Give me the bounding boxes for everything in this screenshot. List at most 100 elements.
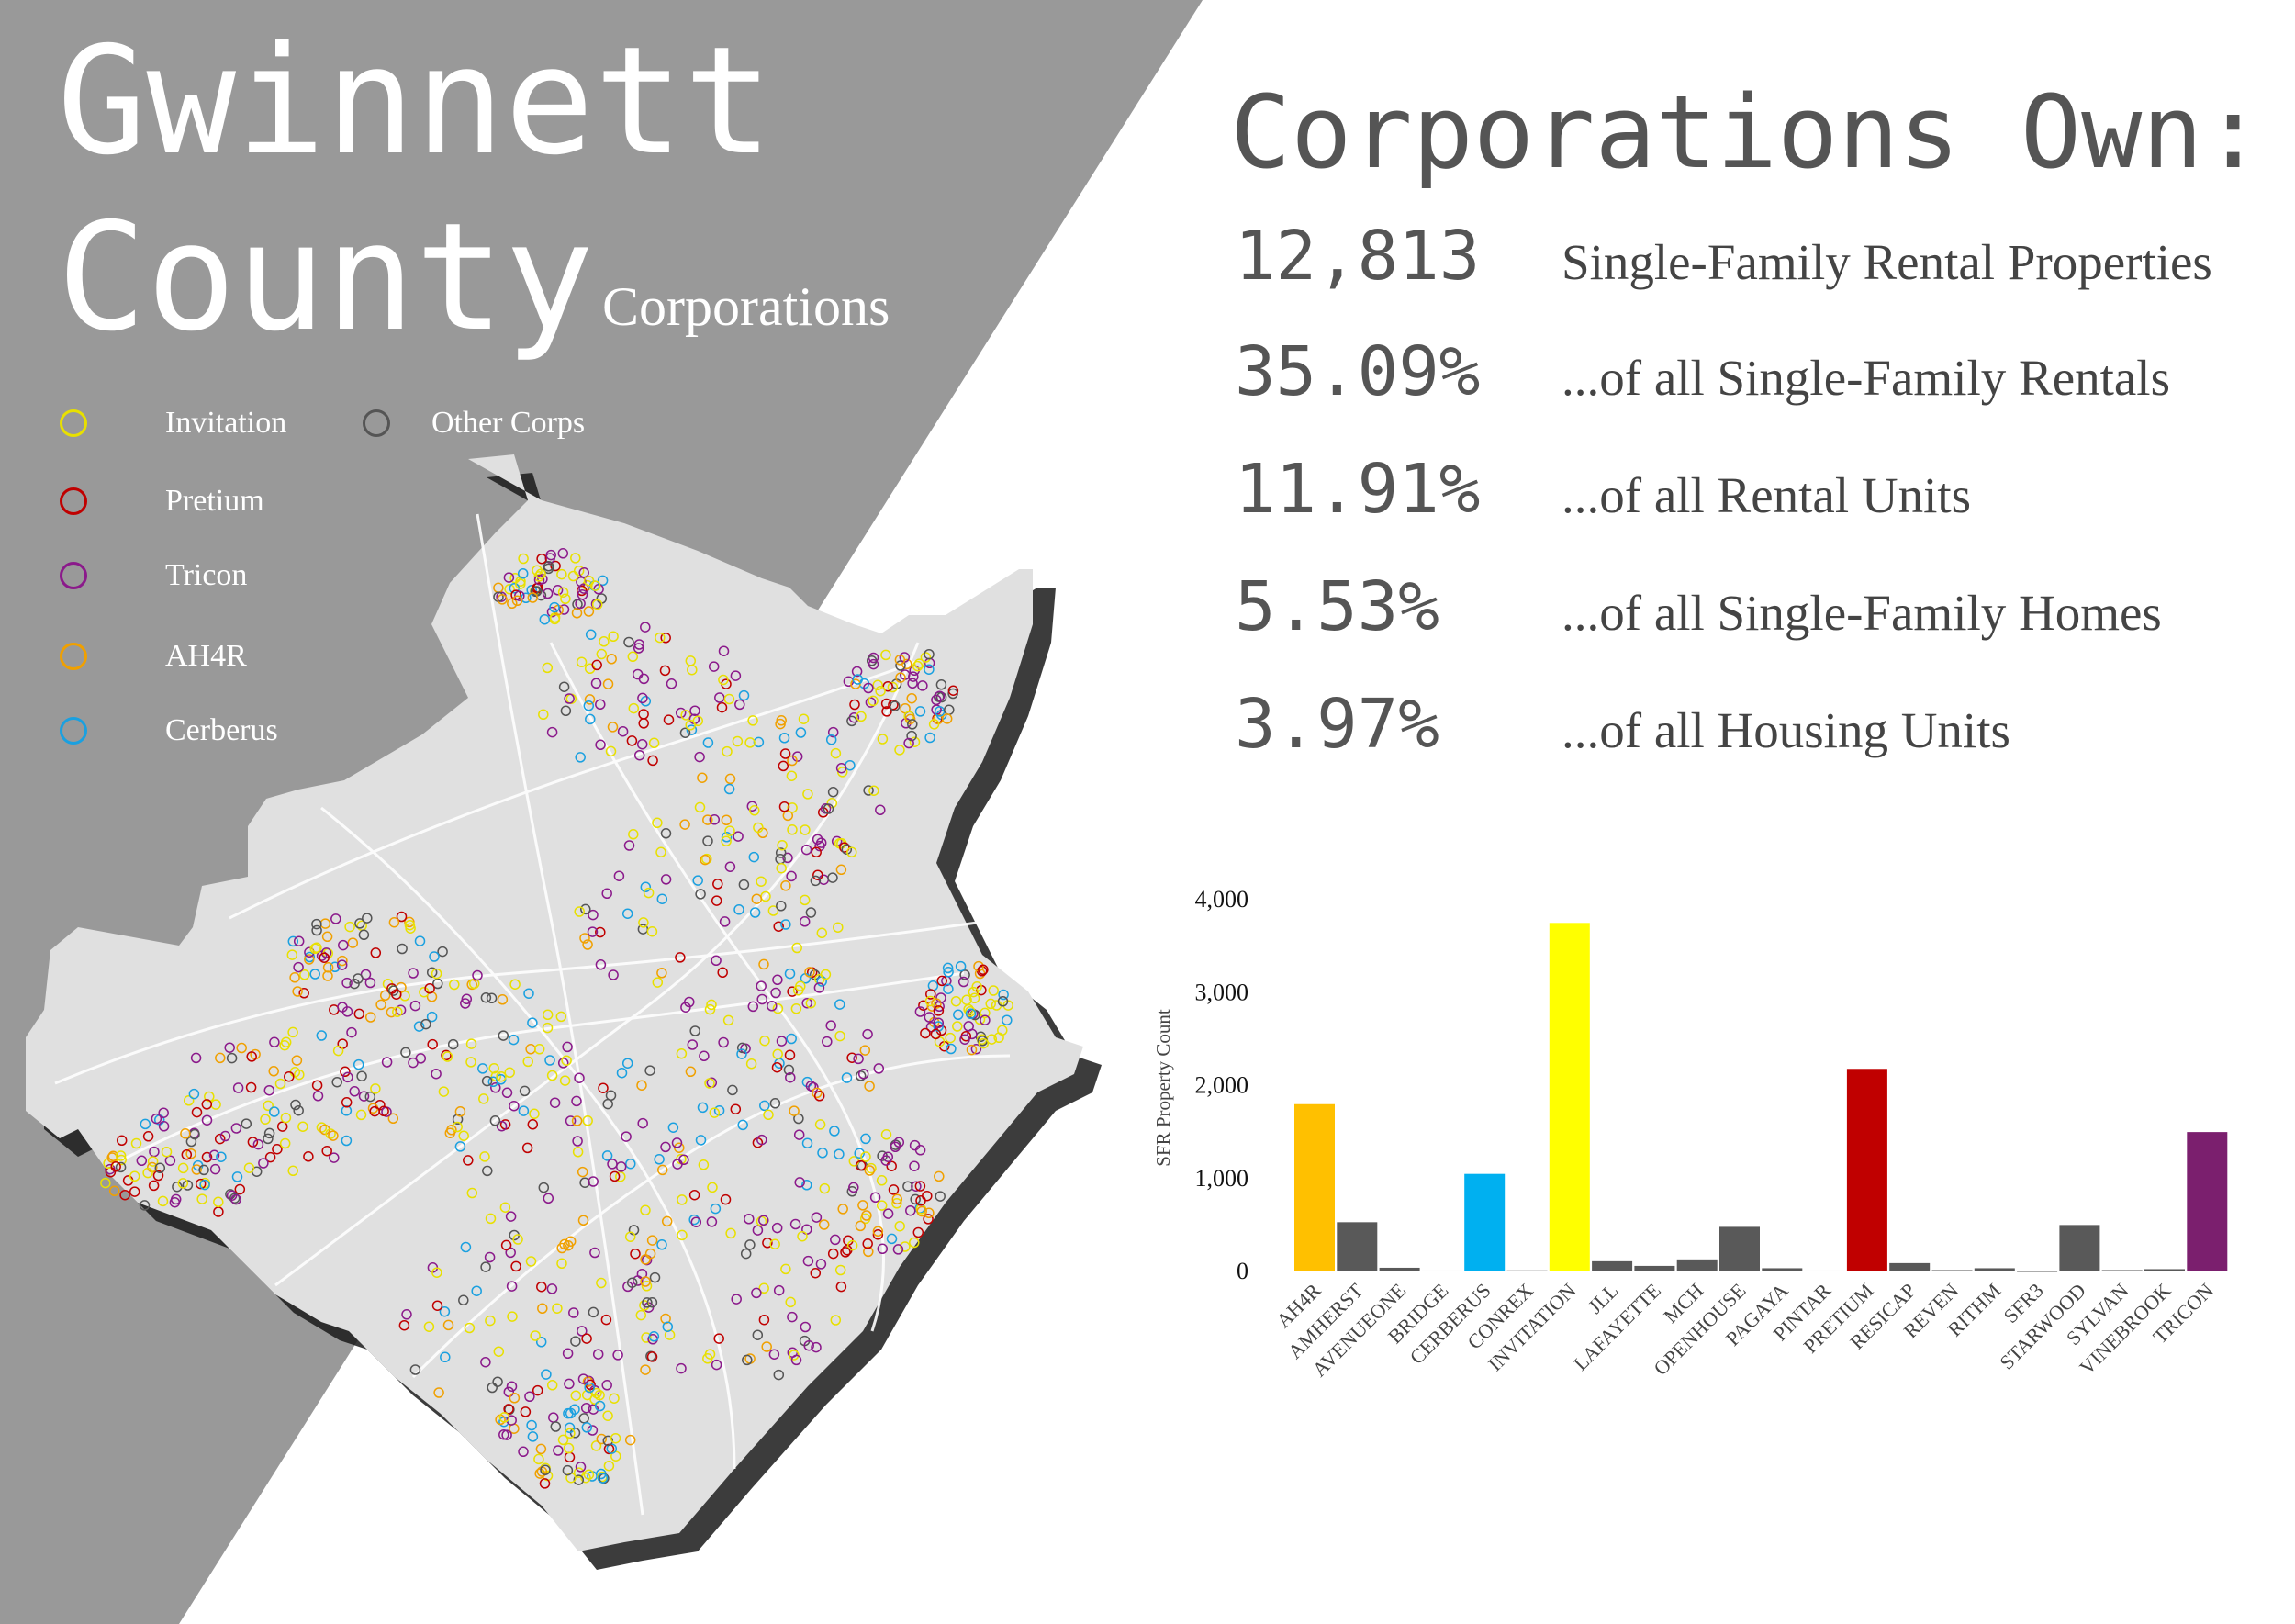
property-dot <box>224 1042 235 1053</box>
property-dot <box>767 1001 778 1012</box>
property-dot <box>768 1349 780 1360</box>
property-dot <box>674 1142 685 1153</box>
property-dot <box>914 1145 926 1156</box>
property-dot <box>625 1158 636 1170</box>
property-dot <box>794 1177 805 1188</box>
property-dot <box>694 801 706 813</box>
property-dot <box>714 692 725 703</box>
property-dot <box>753 822 764 834</box>
property-dot <box>493 1346 505 1357</box>
property-dot <box>795 727 807 738</box>
property-dot <box>830 747 842 759</box>
property-dot <box>309 943 320 955</box>
property-dot <box>706 1216 718 1227</box>
property-dot <box>957 976 969 988</box>
property-dot <box>731 1294 742 1305</box>
property-dot <box>557 548 569 559</box>
property-dot <box>769 1098 781 1109</box>
property-dot <box>793 1129 805 1140</box>
property-dot <box>941 713 953 724</box>
property-dot <box>856 711 867 722</box>
property-dot <box>778 801 790 812</box>
property-dot <box>582 1115 593 1126</box>
property-dot <box>928 719 940 730</box>
stat-label: Single-Family Rental Properties <box>1562 234 2212 290</box>
property-dot <box>565 1115 577 1126</box>
property-dot <box>626 1277 638 1288</box>
property-dot <box>311 918 322 930</box>
property-dot <box>784 968 796 980</box>
property-dot <box>776 901 787 912</box>
property-dot <box>539 1478 551 1489</box>
property-dot <box>268 1066 279 1077</box>
property-dot <box>621 908 633 919</box>
property-dot <box>529 1108 540 1120</box>
bar-ah4r <box>1294 1103 1335 1271</box>
property-dot <box>778 733 790 744</box>
property-dot <box>864 1081 875 1092</box>
property-dot <box>924 664 935 675</box>
property-dot <box>909 1160 920 1171</box>
property-dot <box>107 1150 119 1162</box>
property-dot <box>903 737 914 749</box>
property-dot <box>449 979 460 991</box>
property-dot <box>431 1267 442 1278</box>
property-dot <box>811 1212 823 1223</box>
property-dot <box>337 955 348 967</box>
property-dot <box>851 666 863 678</box>
property-dot <box>912 1226 924 1238</box>
property-dot <box>736 1048 747 1059</box>
property-dot <box>293 1104 304 1116</box>
property-dot <box>894 1220 905 1232</box>
property-dot <box>458 1130 469 1141</box>
property-dot <box>139 1200 151 1211</box>
property-dot <box>730 1103 742 1114</box>
property-dot <box>846 1052 857 1063</box>
property-dot <box>485 1315 496 1327</box>
property-dot <box>785 1071 796 1083</box>
property-dot <box>503 572 515 583</box>
property-dot <box>947 685 959 696</box>
property-dot <box>848 1182 859 1193</box>
property-dot <box>386 1006 397 1018</box>
property-dot <box>183 1095 195 1106</box>
property-dot <box>697 772 708 783</box>
property-dot <box>426 1011 438 1023</box>
map-shape <box>26 454 1083 1551</box>
property-dot <box>917 680 928 691</box>
property-dot <box>530 1330 541 1341</box>
bar-mch <box>1676 1259 1718 1271</box>
property-dot <box>887 681 899 693</box>
property-dot <box>185 1148 196 1159</box>
property-dot <box>888 700 899 711</box>
property-dot <box>649 1271 661 1283</box>
property-dot <box>920 652 932 663</box>
property-dot <box>355 1109 367 1121</box>
property-dot <box>930 1028 942 1040</box>
property-dot <box>775 847 787 858</box>
property-dot <box>441 1049 452 1061</box>
property-dot <box>517 567 529 579</box>
property-dot <box>790 1002 802 1014</box>
property-dot <box>247 1137 259 1148</box>
property-dot <box>759 1035 770 1047</box>
property-dot <box>201 1099 213 1110</box>
property-dot <box>623 636 634 648</box>
property-dot <box>609 1393 620 1404</box>
property-dot <box>532 565 543 577</box>
property-dot <box>852 674 864 685</box>
legend-label-invitation: Invitation <box>165 406 287 440</box>
property-dot <box>786 770 798 781</box>
property-dot <box>869 1192 881 1204</box>
property-dot <box>349 978 360 990</box>
property-dot <box>738 879 750 890</box>
property-dot <box>600 1314 612 1326</box>
property-dot <box>480 1356 491 1368</box>
property-dot <box>219 1130 231 1142</box>
property-dot <box>420 1018 431 1030</box>
property-dot <box>702 737 714 748</box>
property-dot <box>147 1156 159 1167</box>
property-dot <box>539 613 551 625</box>
property-dot <box>297 1121 308 1132</box>
property-dot <box>414 935 426 946</box>
